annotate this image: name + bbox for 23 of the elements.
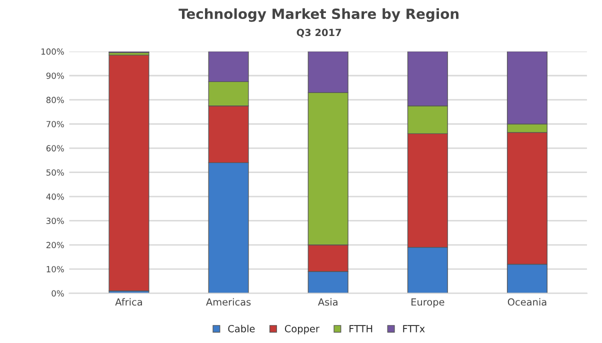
y-tick-label: 50% xyxy=(46,169,64,176)
y-tick-label: 60% xyxy=(46,145,64,152)
y-tick-label: 100% xyxy=(41,48,64,55)
y-tick-label: 90% xyxy=(46,72,64,79)
x-tick-label: Asia xyxy=(318,298,338,306)
y-tick-label: 80% xyxy=(46,96,64,104)
x-tick-label: Oceania xyxy=(508,298,546,306)
y-tick-label: 0% xyxy=(52,290,64,297)
y-tick-label: 70% xyxy=(46,120,64,128)
y-tick-label: 30% xyxy=(46,218,64,224)
x-tick-label: Africa xyxy=(115,298,142,306)
y-tick-label: 10% xyxy=(46,266,64,272)
chart-subtitle: Q3 2017 xyxy=(296,28,342,38)
bar xyxy=(108,54,150,292)
y-tick-label: 20% xyxy=(46,242,64,248)
x-tick-label: Europe xyxy=(412,298,444,308)
x-tick-label: Americas xyxy=(206,298,251,306)
chart-title: Technology Market Share by Region xyxy=(178,8,458,22)
legend-label: FTTH xyxy=(350,325,372,332)
legend-label: FTTx xyxy=(403,325,425,332)
y-tick-label: 40% xyxy=(46,194,64,200)
legend-label: Cable xyxy=(228,324,255,332)
legend-label: Copper xyxy=(284,325,320,334)
